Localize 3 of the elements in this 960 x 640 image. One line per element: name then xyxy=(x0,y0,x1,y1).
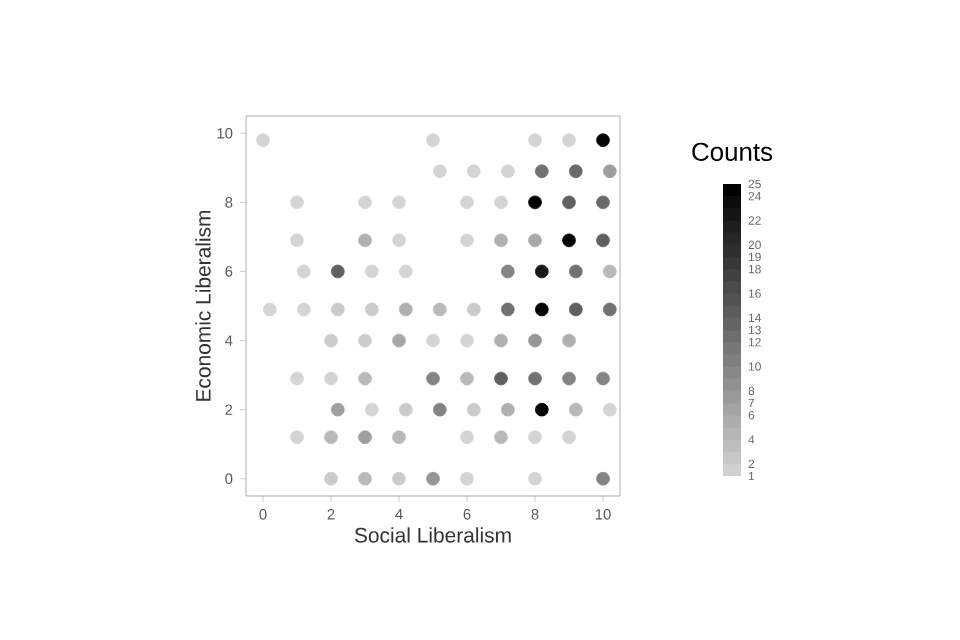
color-bar-title: Counts xyxy=(692,142,773,161)
x-axis-title: Social Liberalism xyxy=(354,527,511,543)
y-axis-title: Economic Liberalism xyxy=(195,210,211,401)
